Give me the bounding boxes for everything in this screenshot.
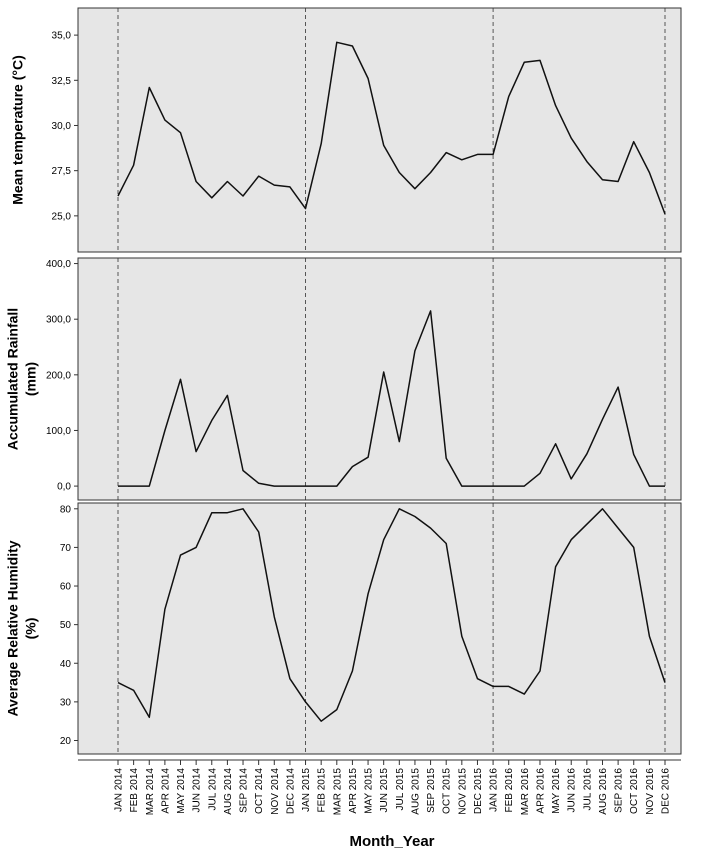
y-tick-label: 80	[60, 504, 72, 515]
x-tick-label: MAY 2016	[551, 768, 562, 814]
x-tick-label: AUG 2014	[223, 768, 234, 815]
x-tick-label: SEP 2016	[614, 768, 625, 813]
y-axis-title: Accumulated Rainfall	[5, 308, 21, 450]
x-tick-label: DEC 2015	[473, 768, 484, 815]
series-line	[117, 41, 666, 215]
y-tick-label: 0,0	[57, 482, 71, 493]
x-tick-label: JUL 2014	[207, 768, 218, 811]
series-line	[118, 310, 665, 487]
x-tick-label: OCT 2016	[629, 768, 640, 814]
x-tick-label: MAY 2014	[176, 768, 187, 814]
y-tick-label: 200,0	[46, 370, 71, 381]
x-tick-label: JUN 2014	[192, 768, 203, 813]
y-tick-label: 20	[60, 736, 72, 747]
panel-background	[77, 257, 682, 501]
panel-2: 0,0 100,0 200,0 300,0 400,0 Accumulated Rainf…	[5, 257, 682, 501]
x-tick-label: OCT 2014	[254, 768, 265, 814]
y-tick-label: 60	[60, 582, 72, 593]
y-tick-label: 30,0	[52, 121, 72, 132]
x-tick-label: SEP 2015	[426, 768, 437, 813]
x-tick-label: JUL 2016	[582, 768, 593, 811]
y-tick-label: 25,0	[52, 211, 72, 222]
y-tick-label: 300,0	[46, 315, 71, 326]
x-tick-label: AUG 2015	[410, 768, 421, 815]
x-tick-label: FEB 2014	[129, 768, 140, 813]
x-axis-title: Month_Year	[349, 833, 434, 849]
x-tick-label: JAN 2016	[489, 768, 500, 812]
x-tick-label: JUN 2015	[379, 768, 390, 813]
x-tick-label: FEB 2016	[504, 768, 515, 813]
panel-background	[77, 502, 682, 755]
x-tick-label: JUL 2015	[395, 768, 406, 811]
y-axis-title: (%)	[23, 618, 39, 640]
x-tick-label: NOV 2014	[270, 768, 281, 815]
y-tick-label: 50	[60, 620, 72, 631]
x-axis: JAN 2014 FEB 2014 MAR 2014 APR 2014 MAY 2014…	[78, 759, 681, 816]
x-tick-label: FEB 2015	[317, 768, 328, 813]
x-tick-label: SEP 2014	[239, 768, 250, 813]
x-tick-label: AUG 2016	[598, 768, 609, 815]
y-tick-label: 400,0	[46, 259, 71, 270]
x-tick-label: OCT 2015	[442, 768, 453, 814]
x-tick-label: MAY 2015	[364, 768, 375, 814]
x-tick-label: JUN 2016	[567, 768, 578, 813]
y-axis-title: Mean temperature (°C)	[10, 55, 26, 205]
y-axis-title: Average Relative Humidity	[5, 540, 21, 716]
chart-panels: 25,0 27,5 30,0 32,5 35,0 Mean temperature (°C…	[5, 7, 682, 755]
x-tick-label: MAR 2016	[520, 768, 531, 816]
x-tick-label: DEC 2014	[285, 768, 296, 815]
x-tick-label: MAR 2015	[332, 768, 343, 816]
y-tick-label: 30	[60, 697, 72, 708]
series-line	[117, 508, 666, 722]
x-tick-label: APR 2014	[160, 768, 171, 814]
x-tick-label: DEC 2016	[661, 768, 672, 815]
y-tick-label: 27,5	[52, 166, 72, 177]
y-tick-label: 70	[60, 543, 72, 554]
y-tick-label: 35,0	[52, 31, 72, 42]
x-tick-label: APR 2015	[348, 768, 359, 814]
y-axis-title: (mm)	[23, 362, 39, 396]
x-tick-label: MAR 2014	[145, 768, 156, 816]
y-tick-label: 100,0	[46, 426, 71, 437]
x-tick-label: NOV 2015	[457, 768, 468, 815]
x-tick-label: JAN 2014	[114, 768, 125, 812]
x-tick-label: APR 2016	[535, 768, 546, 814]
x-tick-label: JAN 2015	[301, 768, 312, 812]
x-tick-label: NOV 2016	[645, 768, 656, 815]
panel-3: 20 30 40 50 60 70 80 Average Relative Humidity(…	[5, 502, 682, 755]
panel-1: 25,0 27,5 30,0 32,5 35,0 Mean temperature (°C…	[10, 7, 682, 253]
y-tick-label: 32,5	[52, 76, 72, 87]
y-tick-label: 40	[60, 659, 72, 670]
